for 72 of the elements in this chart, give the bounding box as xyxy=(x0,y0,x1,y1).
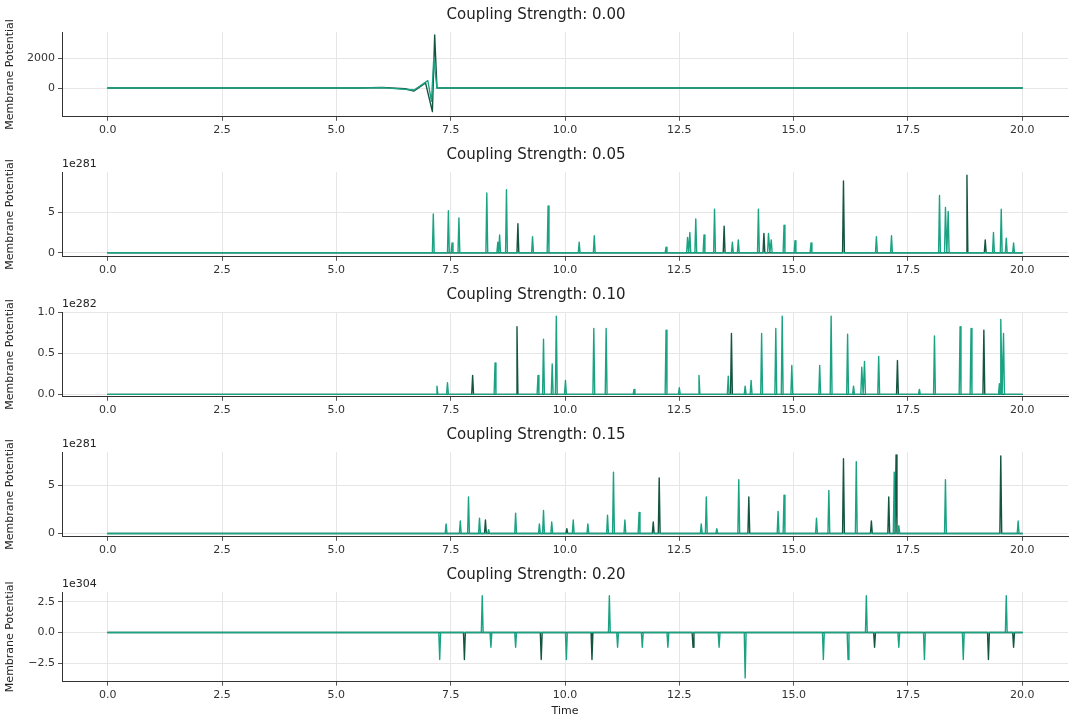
x-tick-label: 10.0 xyxy=(552,403,578,417)
x-tick-label: 20.0 xyxy=(1010,123,1035,137)
x-tick-label: 0.0 xyxy=(98,123,117,137)
y-tick-label: 0 xyxy=(48,245,55,259)
x-tick-label: 17.5 xyxy=(895,123,921,137)
x-tick-label: 5.0 xyxy=(327,123,346,137)
x-tick-label: 5.0 xyxy=(327,688,346,702)
y-tick-label: 5 xyxy=(48,205,55,219)
x-tick-label: 10.0 xyxy=(552,543,578,557)
x-tick-label: 15.0 xyxy=(781,543,806,557)
y-tick-label: 2000 xyxy=(27,51,55,65)
x-tick-label: 17.5 xyxy=(895,543,921,557)
x-tick-label: 20.0 xyxy=(1010,263,1035,277)
x-tick-label: 7.5 xyxy=(441,403,460,417)
x-tick-label: 0.0 xyxy=(98,263,117,277)
chart-title: Coupling Strength: 0.05 xyxy=(446,144,626,163)
x-tick-label: 10.0 xyxy=(552,688,578,702)
x-tick-label: 20.0 xyxy=(1010,688,1035,702)
y-tick-label: −2.5 xyxy=(28,656,55,670)
x-tick-label: 2.5 xyxy=(213,688,231,702)
x-axis-title: Time xyxy=(550,704,579,718)
y-axis-title: Membrane Potential xyxy=(3,581,17,693)
x-tick-label: 5.0 xyxy=(327,263,346,277)
x-tick-label: 12.5 xyxy=(667,263,692,277)
x-tick-label: 12.5 xyxy=(667,123,692,137)
x-tick-label: 7.5 xyxy=(441,263,460,277)
x-tick-label: 7.5 xyxy=(441,688,460,702)
x-tick-label: 12.5 xyxy=(667,543,692,557)
x-tick-label: 15.0 xyxy=(781,123,806,137)
x-tick-label: 2.5 xyxy=(213,123,231,137)
x-tick-label: 20.0 xyxy=(1010,403,1035,417)
x-tick-label: 17.5 xyxy=(895,403,921,417)
y-tick-label: 0 xyxy=(48,526,55,540)
x-tick-label: 10.0 xyxy=(552,263,578,277)
x-tick-label: 7.5 xyxy=(441,543,460,557)
x-tick-label: 15.0 xyxy=(781,403,806,417)
y-tick-label: 5 xyxy=(48,478,55,492)
x-tick-label: 0.0 xyxy=(98,688,117,702)
y-tick-label: 2.5 xyxy=(37,594,55,608)
x-tick-label: 0.0 xyxy=(98,543,117,557)
x-tick-label: 12.5 xyxy=(667,403,692,417)
x-tick-label: 2.5 xyxy=(213,543,231,557)
chart-title: Coupling Strength: 0.00 xyxy=(446,4,626,23)
x-tick-label: 0.0 xyxy=(98,403,117,417)
y-axis-title: Membrane Potential xyxy=(3,159,17,270)
text: 1e282 xyxy=(62,297,97,311)
x-tick-label: 5.0 xyxy=(327,403,346,417)
x-tick-label: 17.5 xyxy=(895,688,921,702)
chart-title: Coupling Strength: 0.20 xyxy=(446,564,626,583)
y-tick-label: 1.0 xyxy=(37,304,55,318)
text: 1e281 xyxy=(62,437,97,451)
text: 1e281 xyxy=(62,157,97,171)
x-tick-label: 5.0 xyxy=(327,543,346,557)
chart-title: Coupling Strength: 0.10 xyxy=(446,284,626,303)
y-tick-label: 0.5 xyxy=(37,346,55,360)
x-tick-label: 7.5 xyxy=(441,123,460,137)
x-tick-label: 15.0 xyxy=(781,688,806,702)
chart-title: Coupling Strength: 0.15 xyxy=(446,424,626,443)
x-tick-label: 10.0 xyxy=(552,123,578,137)
x-tick-label: 15.0 xyxy=(781,263,806,277)
y-tick-label: 0 xyxy=(48,80,55,94)
y-tick-label: 0.0 xyxy=(37,387,55,401)
y-axis-title: Membrane Potential xyxy=(3,299,17,410)
y-axis-title: Membrane Potential xyxy=(3,19,17,130)
x-tick-label: 12.5 xyxy=(667,688,692,702)
x-tick-label: 2.5 xyxy=(213,403,231,417)
text: 1e304 xyxy=(62,577,97,591)
x-tick-label: 2.5 xyxy=(213,263,231,277)
y-axis-title: Membrane Potential xyxy=(3,439,17,550)
x-tick-label: 17.5 xyxy=(895,263,921,277)
y-tick-label: 0.0 xyxy=(37,625,55,639)
x-tick-label: 20.0 xyxy=(1010,543,1035,557)
